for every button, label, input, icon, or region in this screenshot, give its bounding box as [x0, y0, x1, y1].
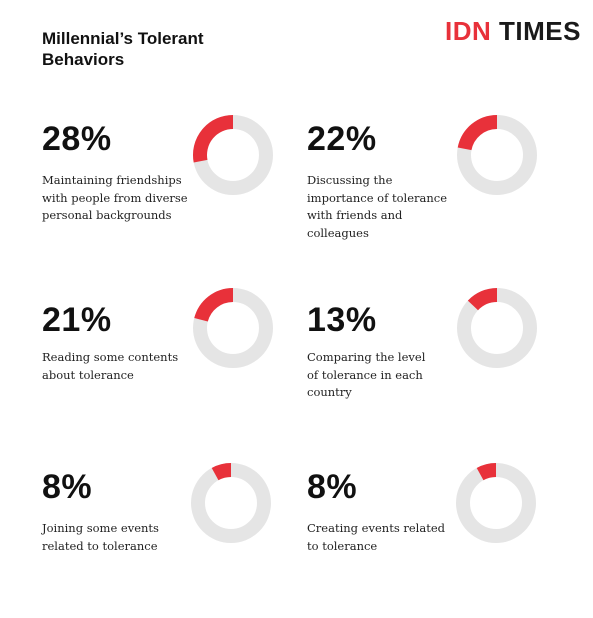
stat-description: Creating events related to tolerance	[307, 521, 445, 553]
idn-times-logo: IDN TIMES	[445, 16, 581, 47]
stat-item-5: 8% Creating events related to tolerance	[307, 463, 572, 618]
donut-chart	[191, 463, 271, 543]
donut-chart	[456, 463, 536, 543]
stat-item-2: 21% Reading some contents about toleranc…	[42, 288, 307, 451]
stat-percent: 13%	[307, 301, 377, 339]
stat-description: Maintaining friendships with people from…	[42, 173, 188, 222]
donut-chart	[193, 115, 273, 195]
stat-description: Comparing the level of tolerance in each…	[307, 350, 426, 399]
stat-percent: 22%	[307, 120, 377, 158]
donut-slice	[193, 115, 234, 163]
donut-chart	[193, 288, 273, 368]
donut-track	[191, 463, 271, 543]
stat-item-1: 22% Discussing the importance of toleran…	[307, 115, 572, 270]
donut-slice	[467, 288, 498, 311]
donut-chart	[457, 115, 537, 195]
stat-item-0: 28% Maintaining friendships with people …	[42, 115, 307, 270]
donut-chart	[457, 288, 537, 368]
donut-slice	[194, 288, 234, 322]
logo-rest: TIMES	[491, 16, 581, 46]
stat-percent: 21%	[42, 301, 112, 339]
donut-slice	[457, 115, 498, 151]
donut-track	[456, 463, 536, 543]
stat-description: Discussing the importance of tolerance w…	[307, 173, 448, 240]
stat-percent: 28%	[42, 120, 112, 158]
logo-brand: IDN	[445, 16, 492, 46]
donut-slice	[211, 463, 232, 481]
stat-description: Reading some contents about tolerance	[42, 350, 179, 382]
stat-item-3: 13% Comparing the level of tolerance in …	[307, 288, 572, 451]
stat-percent: 8%	[42, 468, 93, 506]
stat-item-4: 8% Joining some events related to tolera…	[42, 463, 307, 618]
stat-description: Joining some events related to tolerance	[42, 521, 159, 553]
donut-slice	[476, 463, 497, 481]
stat-percent: 8%	[307, 468, 358, 506]
chart-title: Millennial’s Tolerant Behaviors	[42, 29, 204, 69]
